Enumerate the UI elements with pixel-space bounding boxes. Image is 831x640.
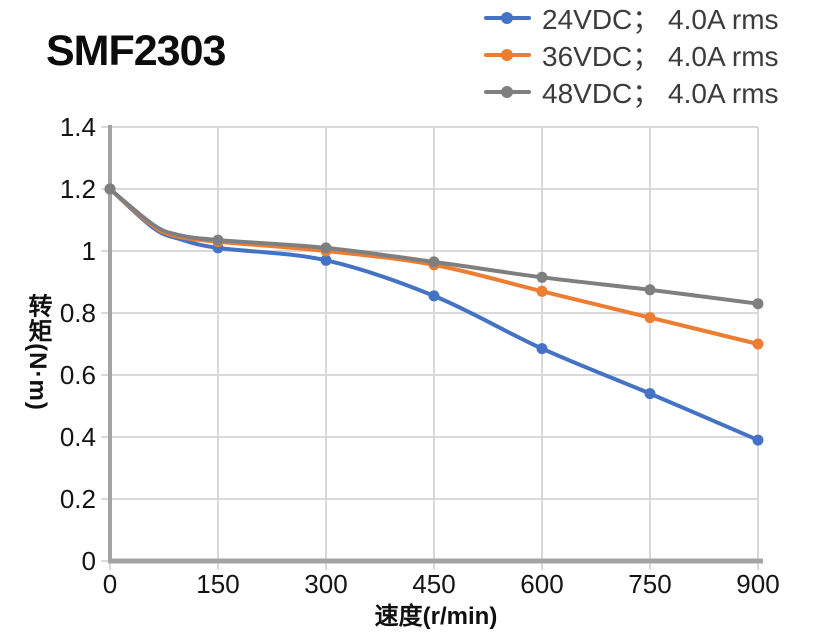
y-tick-label: 0.6 xyxy=(59,360,96,390)
data-marker-0 xyxy=(752,434,764,446)
x-tick-label: 450 xyxy=(412,569,456,599)
data-marker-1 xyxy=(536,285,548,297)
legend-item-48vdc: 48VDC； 4.0A rms xyxy=(484,78,779,109)
data-marker-1 xyxy=(752,338,764,350)
y-tick-label: 0 xyxy=(81,546,96,576)
y-tick-label: 0.4 xyxy=(59,422,96,452)
legend-label-48vdc: 48VDC； 4.0A rms xyxy=(542,78,779,109)
x-tick-label: 750 xyxy=(628,569,672,599)
data-marker-2 xyxy=(428,256,440,268)
legend-marker-36vdc xyxy=(484,49,531,61)
data-marker-2 xyxy=(752,298,764,310)
data-marker-0 xyxy=(644,388,656,400)
y-tick-label: 0.2 xyxy=(59,484,96,514)
dot-marker-icon xyxy=(501,12,513,24)
data-marker-2 xyxy=(212,234,224,246)
legend-marker-24vdc xyxy=(484,12,531,24)
y-tick-label: 1.2 xyxy=(59,174,96,204)
data-marker-2 xyxy=(320,242,332,254)
legend: 24VDC； 4.0A rms 36VDC； 4.0A rms 48VDC； 4… xyxy=(484,4,779,109)
legend-label-36vdc: 36VDC； 4.0A rms xyxy=(542,41,779,72)
y-tick-label: 1.4 xyxy=(59,112,96,142)
x-tick-label: 150 xyxy=(196,569,240,599)
series-line-2 xyxy=(108,187,760,306)
y-tick-label: 1 xyxy=(81,236,96,266)
legend-marker-48vdc xyxy=(484,86,531,98)
data-marker-2 xyxy=(536,271,548,283)
data-marker-0 xyxy=(428,290,440,302)
y-tick-label: 0.8 xyxy=(59,298,96,328)
dot-marker-icon xyxy=(501,86,513,98)
x-tick-label: 300 xyxy=(304,569,348,599)
x-tick-label: 600 xyxy=(520,569,564,599)
legend-label-24vdc: 24VDC； 4.0A rms xyxy=(542,4,779,35)
data-marker-0 xyxy=(320,254,332,266)
data-marker-2 xyxy=(104,183,116,195)
dot-marker-icon xyxy=(501,49,513,61)
x-tick-label: 0 xyxy=(102,569,118,599)
data-marker-1 xyxy=(644,312,656,324)
data-marker-0 xyxy=(536,343,548,355)
x-axis-title: 速度(r/min) xyxy=(374,603,498,630)
chart-title: SMF2303 xyxy=(46,27,226,75)
data-marker-2 xyxy=(644,284,656,296)
legend-item-36vdc: 36VDC； 4.0A rms xyxy=(484,41,779,72)
y-axis-title: 转矩(N·m) xyxy=(24,293,51,411)
legend-item-24vdc: 24VDC； 4.0A rms xyxy=(484,4,779,35)
x-tick-label: 900 xyxy=(736,569,780,599)
